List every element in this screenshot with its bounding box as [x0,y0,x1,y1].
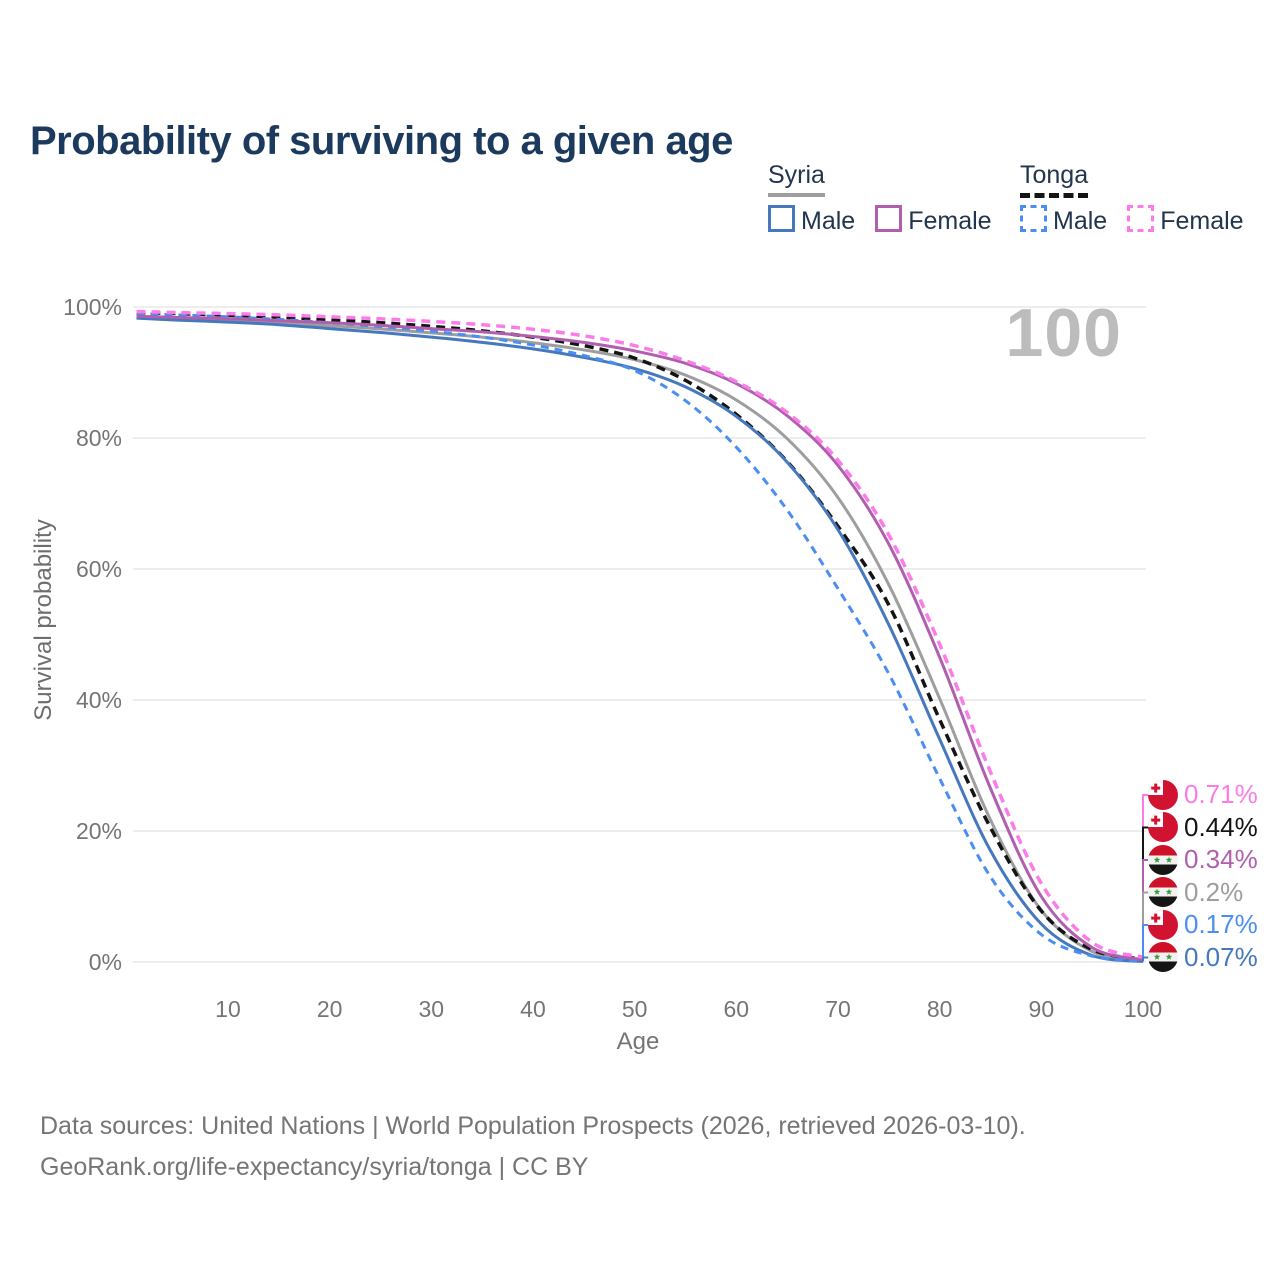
legend-group-syria: Syria Male Female [768,161,992,235]
x-tick-label: 90 [1028,996,1055,1022]
chart-title: Probability of surviving to a given age [30,118,733,163]
x-tick-label: 70 [825,996,851,1022]
end-label-value: 0.44% [1184,811,1258,842]
curve-tonga-all[interactable] [136,310,1144,961]
end-label-tonga: 0.44% [1148,812,1258,844]
end-label-value: 0.17% [1184,909,1258,939]
flag-tonga-icon [1148,812,1178,842]
footer-attribution-line: GeoRank.org/life-expectancy/syria/tonga … [40,1153,589,1181]
x-tick-label: 30 [418,996,445,1022]
y-tick-label: 20% [75,818,122,844]
end-label-connector [1142,924,1149,961]
x-axis-title: Age [616,1028,660,1055]
end-label-syria: 0.2% [1148,877,1243,909]
legend-swatch-icon [1127,205,1155,232]
legend-group-tonga: Tonga Male Female [1020,161,1244,235]
y-tick-label: 40% [75,687,122,713]
x-tick-label: 40 [520,996,546,1022]
footer: Data sources: United Nations | World Pop… [40,1106,1026,1188]
legend-country-label: Syria [768,161,825,197]
end-label-tonga-male: 0.17% [1148,909,1258,941]
x-tick-label: 100 [1123,996,1163,1022]
curve-syria-all[interactable] [136,315,1144,963]
legend-item-label: Male [1053,207,1108,235]
legend-item-label: Female [908,207,992,235]
legend-item-syria-female[interactable]: Female [875,205,992,236]
y-tick-label: 80% [75,425,122,451]
y-tick-label: 60% [75,556,122,582]
flag-syria-icon [1148,844,1178,875]
end-label-value: 0.71% [1184,779,1258,809]
legend-swatch-icon [875,205,903,232]
legend-item-tonga-male[interactable]: Male [1020,205,1107,236]
footer-sources-line: Data sources: United Nations | World Pop… [40,1112,1026,1140]
flag-tonga-icon [1148,909,1178,940]
end-label-connector [1142,956,1149,962]
curve-syria-female[interactable] [136,314,1144,962]
flag-tonga-icon [1148,779,1178,810]
end-label-value: 0.2% [1184,876,1244,907]
end-label-value: 0.07% [1184,941,1258,972]
curve-tonga-male[interactable] [136,312,1144,963]
age-watermark: 100 [1005,295,1122,371]
legend-item-label: Male [801,207,856,235]
end-label-syria-male: 0.07% [1148,942,1258,974]
x-tick-label: 50 [621,996,648,1022]
legend-item-tonga-female[interactable]: Female [1127,205,1244,236]
legend-item-syria-male[interactable]: Male [768,205,855,236]
x-tick-label: 10 [215,996,241,1022]
legend-item-label: Female [1160,207,1244,235]
curve-syria-male[interactable] [136,316,1144,963]
legend-country-label: Tonga [1020,161,1089,198]
y-tick-label: 100% [63,294,122,320]
flag-syria-icon [1148,942,1178,972]
x-tick-label: 60 [723,996,750,1022]
end-label-tonga-female: 0.71% [1148,779,1258,811]
x-tick-label: 80 [926,996,953,1022]
legend-swatch-icon [768,205,795,232]
legend-swatch-icon [1020,205,1047,232]
curve-tonga-female[interactable] [136,309,1144,960]
end-label-value: 0.34% [1184,844,1258,874]
x-tick-label: 20 [316,996,343,1022]
y-tick-label: 0% [88,949,122,975]
flag-syria-icon [1148,877,1178,907]
end-label-syria-female: 0.34% [1148,844,1258,876]
